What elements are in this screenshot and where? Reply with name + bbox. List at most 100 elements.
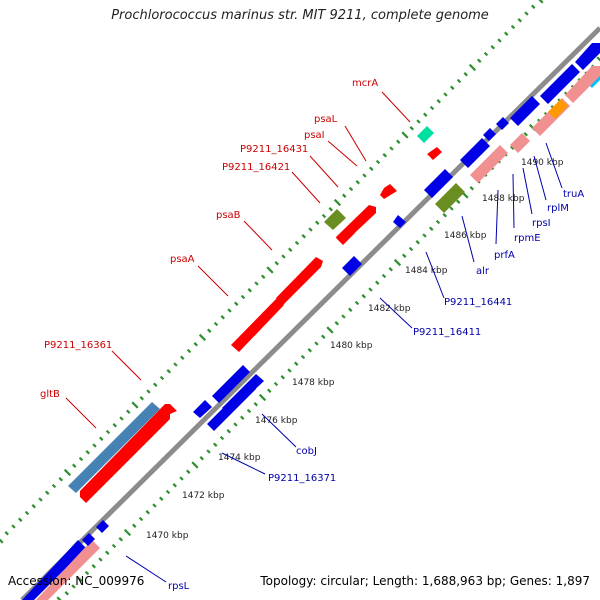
forward-gene-labels: mcrA psaL psaI P9211_16431 P9211_16421 p… [40,78,411,429]
tick-dot [314,341,319,346]
tick-dot [240,415,245,420]
tick-dot [328,207,333,212]
gene-alr[interactable] [435,183,465,213]
label-psaI[interactable]: psaI [304,130,325,141]
label-gltB[interactable]: gltB [40,389,60,400]
gene-small-1[interactable] [483,128,496,141]
tick-dot [172,483,177,488]
tick-dot [146,389,151,394]
label-psaB[interactable]: psaB [216,210,241,221]
label-P9211-16431[interactable]: P9211_16431 [240,144,308,155]
tick-dot [422,233,427,238]
label-prfA[interactable]: prfA [494,250,515,261]
gene-P9211-16421[interactable] [324,209,346,230]
gene-gltB[interactable] [80,404,177,503]
tick-dot [517,18,522,23]
label-rpmE[interactable]: rpmE [514,233,541,244]
label-P9211-16361[interactable]: P9211_16361 [44,340,112,351]
label-rpsL[interactable]: rpsL [168,581,190,592]
gene-P9211-16411[interactable] [342,256,362,276]
label-P9211-16441[interactable]: P9211_16441 [444,297,512,308]
tick-dot [443,92,448,97]
map-title: Prochlorococcus marinus str. MIT 9211, c… [111,8,489,23]
reverse-genes [22,43,600,600]
tick-dot [375,280,380,285]
tick-dot [287,368,292,373]
tick-dot [280,375,285,380]
tick-dot [111,543,117,549]
gene-prfA[interactable] [470,145,508,183]
gene-orange[interactable] [548,99,568,119]
label-P9211-16371[interactable]: P9211_16371 [268,473,336,484]
label-cobJ[interactable]: cobJ [296,446,317,457]
gene-P9211-16431[interactable] [380,184,397,199]
label-psaL[interactable]: psaL [314,114,338,125]
tick-dot [220,315,225,320]
label-psaA[interactable]: psaA [170,254,195,265]
label-P9211-16411[interactable]: P9211_16411 [413,327,481,338]
gene-rpsL[interactable] [22,540,86,600]
gene-rpsL-small-1[interactable] [82,533,95,546]
tick-dot [596,56,600,62]
tick-dot [326,326,334,334]
tick-dot [246,408,252,414]
gene-top-blue-2[interactable] [575,43,600,70]
tick-dot [153,382,158,387]
gene-small-2[interactable] [496,117,509,130]
gene-rpsL-small-2[interactable] [96,520,109,533]
label-truA[interactable]: truA [563,189,584,200]
gene-top-blue-1[interactable] [540,64,580,104]
kbp-tick-label: 1480 kbp [330,341,373,351]
tick-dot [321,334,326,339]
label-P9211-16421[interactable]: P9211_16421 [222,162,290,173]
gene-top-pink[interactable] [565,66,600,103]
label-mcrA[interactable]: mcrA [352,78,378,89]
tick-dot [368,287,373,292]
forward-genes [68,126,442,503]
gene-cobJ[interactable] [222,374,264,414]
gene-P9211-16371-a[interactable] [193,400,212,418]
tick-dot [179,476,184,481]
label-rplM[interactable]: rplM [547,203,569,214]
kbp-tick-label: 1486 kbp [444,231,487,241]
genome-stats-label: Topology: circular; Length: 1,688,963 bp… [260,574,590,588]
tick-dot [38,497,43,502]
gene-psaI[interactable] [427,147,442,160]
tick-dot [382,153,387,158]
gene-rpsL-pink[interactable] [36,540,100,600]
gene-P9211-16361[interactable] [231,298,284,352]
gene-psaB-small[interactable] [336,226,355,245]
tick-dot [429,226,434,231]
tick-dot [31,504,36,509]
tick-dot [409,126,414,131]
tick-dot [119,416,124,421]
label-alr[interactable]: alr [476,266,490,277]
tick-dot [333,198,342,207]
tick-dot [450,85,455,90]
tick-dot [389,146,394,151]
tick-dot [321,213,327,219]
label-rpsI[interactable]: rpsI [532,218,551,229]
gene-alr-blue[interactable] [424,169,453,198]
tick-dot [361,294,366,299]
tick-dot [199,456,204,461]
gene-rpmE[interactable] [510,133,530,153]
tick-dot [510,145,515,150]
tick-dot [206,449,211,454]
gene-P9211-16441[interactable] [393,215,406,228]
gene-truA[interactable] [510,96,540,126]
tick-dot [78,577,83,582]
tick-dot [354,300,360,306]
gene-mcrA[interactable] [417,126,434,143]
tick-dot [234,301,239,306]
gene-gltB-upper-segment[interactable] [68,402,160,493]
gene-rpsI[interactable] [460,138,490,168]
tick-dot [429,105,435,111]
gene-cobJ-b[interactable] [212,365,250,403]
gene-psaA[interactable] [276,257,323,305]
tick-dot [0,538,4,544]
tick-dot [11,524,16,529]
tick-dot [348,186,354,192]
tick-dot [334,321,339,326]
